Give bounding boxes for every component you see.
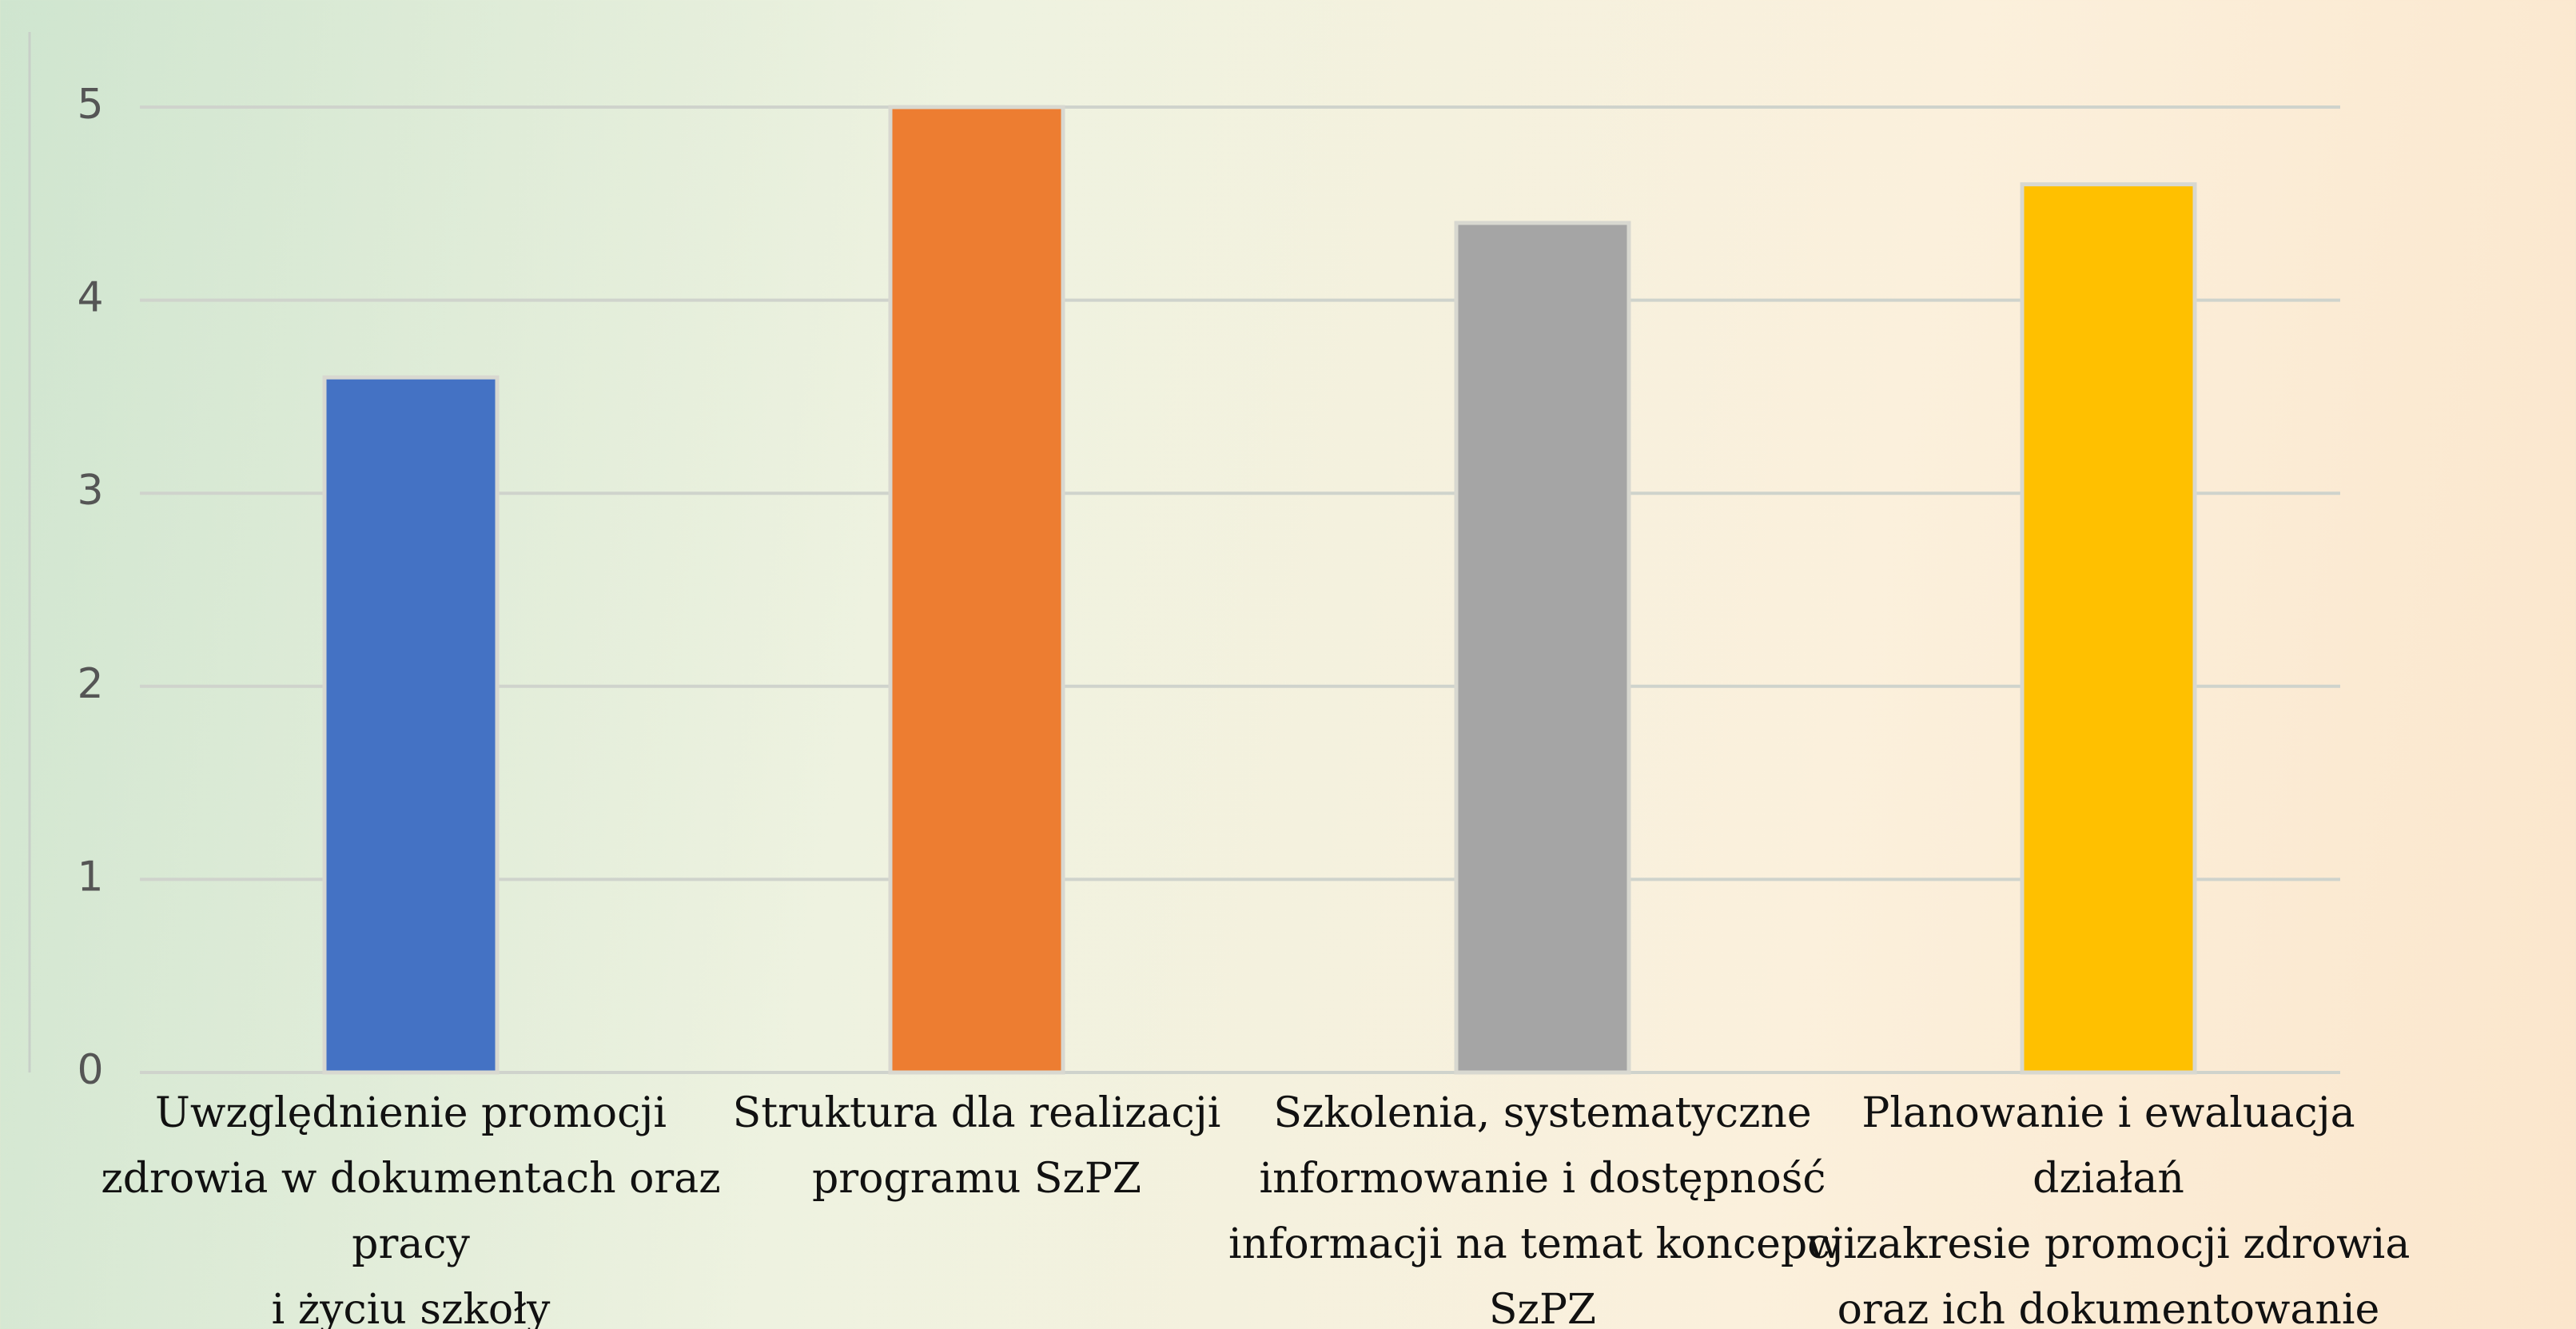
bar bbox=[888, 105, 1065, 1075]
x-tick-label: Szkolenia, systematyczne informowanie i … bbox=[1228, 1089, 1857, 1329]
y-tick-label: 3 bbox=[77, 467, 103, 515]
bar bbox=[1454, 221, 1631, 1075]
y-tick-label: 2 bbox=[77, 660, 103, 708]
y-tick-label: 4 bbox=[77, 274, 103, 322]
bar bbox=[322, 375, 500, 1075]
x-tick-label: Struktura dla realizacji programu SzPZ bbox=[732, 1089, 1221, 1203]
y-tick-label: 5 bbox=[77, 81, 103, 129]
y-tick-label: 0 bbox=[77, 1046, 103, 1094]
x-tick-label: Uwzględnienie promocji zdrowia w dokumen… bbox=[101, 1089, 721, 1329]
y-tick-label: 1 bbox=[77, 853, 103, 901]
x-tick-label: Planowanie i ewaluacja działań w zakresi… bbox=[1806, 1089, 2411, 1329]
bar bbox=[2020, 182, 2197, 1075]
